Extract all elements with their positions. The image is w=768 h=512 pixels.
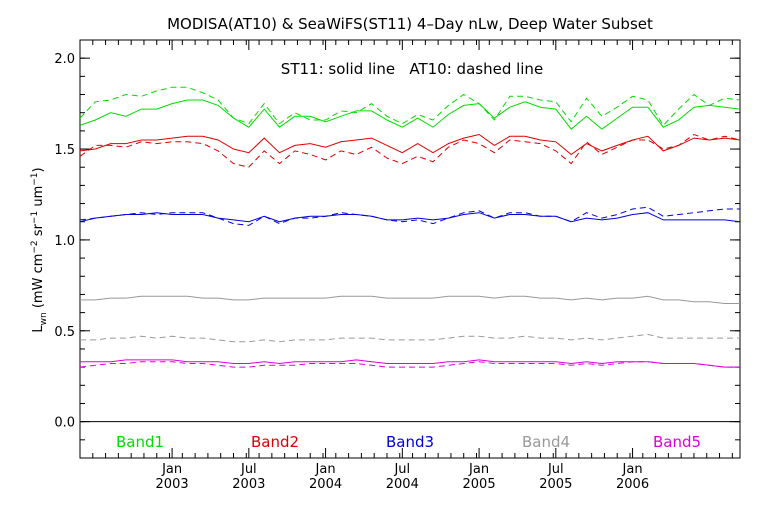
y-label-sup3: −1 [30,172,40,185]
legend: Band1 Band2 Band3 Band4 Band5 [116,433,701,451]
series-line-band1-solid [79,99,741,130]
y-label-um: um [31,186,46,211]
y-tick-label: 1.5 [54,143,75,158]
y-axis: 0.0 0.5 1.0 1.5 2.0 [54,39,740,459]
y-label-sr: sr [31,223,46,240]
x-tick-month: Jan [468,462,489,477]
x-tick-month: Jan [315,462,336,477]
series-lines [79,86,741,368]
y-label-sup2: −1 [30,211,40,224]
chart-title: MODISA(AT10) & SeaWiFS(ST11) 4–Day nLw, … [167,15,653,33]
y-label-end: ) [31,167,46,172]
x-tick-year: 2003 [232,477,265,492]
x-tick-year: 2004 [309,477,342,492]
x-tick-year: 2005 [463,477,496,492]
y-label-sup1: −2 [30,240,40,253]
series-line-band5-solid [80,359,740,368]
legend-band3: Band3 [386,433,434,451]
x-axis: Jan2003Jul2003Jan2004Jul2004Jan2005Jul20… [79,40,733,492]
x-tick-year: 2006 [616,477,649,492]
y-tick-label: 0.5 [54,325,75,340]
y-label-units: (mW cm [31,254,46,313]
x-tick-year: 2004 [386,477,419,492]
svg-text:Lwn (mW cm−2 sr−1 um−1): Lwn (mW cm−2 sr−1 um−1) [30,167,49,332]
x-tick-month: Jul [393,462,410,477]
x-tick-month: Jul [547,462,564,477]
x-tick-year: 2005 [539,477,572,492]
y-tick-label: 1.0 [54,234,75,249]
series-line-band2-solid [79,133,741,156]
y-axis-label: Lwn (mW cm−2 sr−1 um−1) [30,167,49,332]
x-tick-year: 2003 [156,477,189,492]
series-line-band3-dashed [79,206,740,226]
line-style-note: ST11: solid line AT10: dashed line [281,60,543,78]
y-tick-label: 2.0 [54,52,75,67]
legend-band4: Band4 [522,433,570,451]
series-line-band1-dashed [79,86,741,127]
x-tick-month: Jan [622,462,643,477]
y-label-main: L [31,325,46,333]
legend-band2: Band2 [251,433,299,451]
x-tick-month: Jan [161,462,182,477]
series-line-band2-dashed [79,133,741,168]
series-line-band5-dashed [79,361,740,368]
y-label-sub: wn [39,312,49,325]
legend-band1: Band1 [116,433,164,451]
series-line-band3-solid [79,212,741,223]
legend-band5: Band5 [653,433,701,451]
y-tick-label: 0.0 [54,416,75,431]
plot-frame [79,39,741,459]
x-tick-month: Jul [240,462,257,477]
series-line-band4-solid [80,295,740,304]
series-line-band4-dashed [80,333,740,343]
